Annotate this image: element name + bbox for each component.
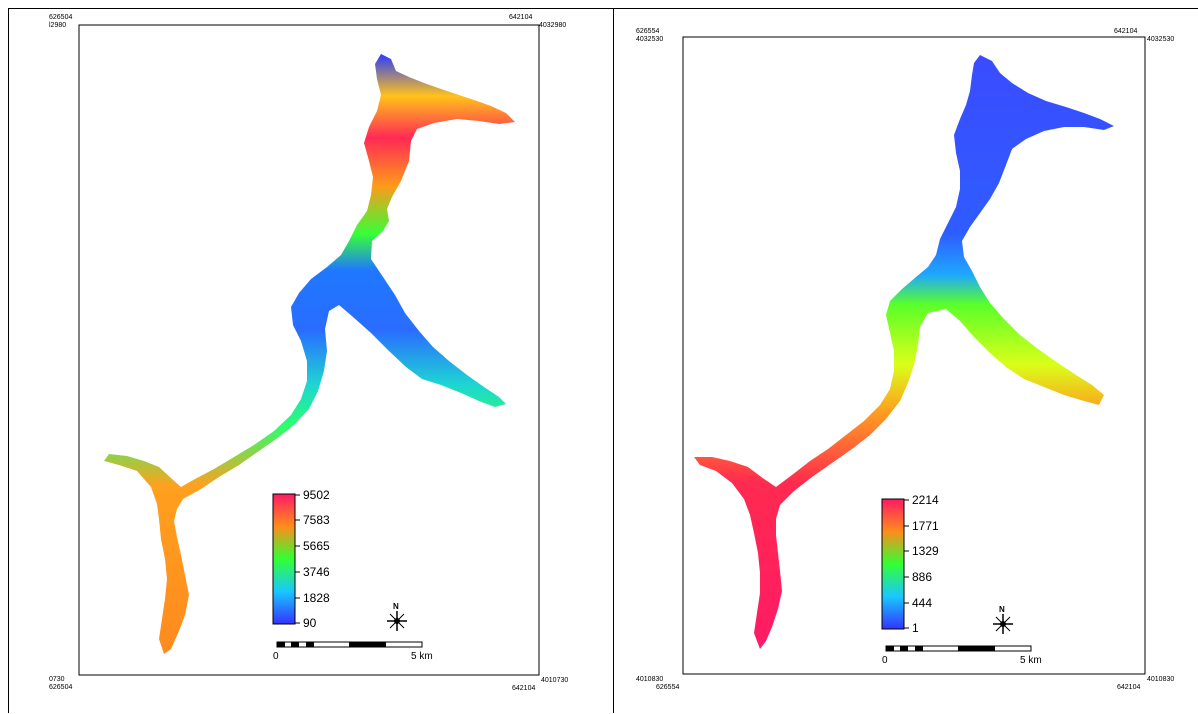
coord-top-right-y: 4032530	[1147, 36, 1174, 43]
legend-tick-label: 90	[303, 616, 317, 630]
legend-tick-label: 7583	[303, 513, 330, 527]
legend-tick-label: 1329	[912, 544, 939, 558]
north-label: N	[999, 605, 1005, 614]
reservoir-shape	[104, 54, 515, 654]
map-panel-right: 626554 4032530 642104 4032530 4010830 62…	[613, 8, 1198, 713]
coord-bottom-right-y: 4010830	[1147, 676, 1174, 683]
legend-tick-label: 886	[912, 570, 932, 584]
legend-ticks	[904, 499, 909, 629]
scale-bar	[885, 645, 1032, 652]
coord-bottom-left-y: 0730	[49, 676, 65, 683]
legend-tick-label: 1828	[303, 591, 330, 605]
map-canvas-right: 626554 4032530 642104 4032530 4010830 62…	[636, 28, 1174, 691]
legend-tick-label: 1	[912, 621, 919, 635]
coord-top-right-x: 642104	[509, 14, 532, 21]
legend-color-bar	[881, 498, 905, 630]
legend-tick-label: 5665	[303, 539, 330, 553]
legend-tick-label: 3746	[303, 565, 330, 579]
north-arrow-icon: N	[993, 605, 1013, 634]
scale-end-label: 5 km	[1020, 655, 1042, 666]
scale-end-label: 5 km	[411, 651, 433, 662]
map-canvas-left: 626504 l2980 642104 4032980 0730 626504 …	[49, 14, 568, 692]
legend-color-bar	[272, 493, 296, 625]
map-panel-left: 626504 l2980 642104 4032980 0730 626504 …	[8, 8, 613, 713]
map-frame	[682, 36, 1146, 675]
coord-top-right-y: 4032980	[539, 22, 566, 29]
coord-bottom-right-x: 642104	[512, 685, 535, 692]
scale-start-label: 0	[882, 655, 888, 666]
legend-tick-label: 1771	[912, 519, 939, 533]
coord-top-right-x: 642104	[1114, 28, 1137, 35]
legend-ticks	[295, 494, 300, 624]
coord-bottom-right-x: 642104	[1117, 684, 1140, 691]
coord-top-left-x: 626504	[49, 14, 72, 21]
legend-tick-label: 444	[912, 596, 932, 610]
coord-bottom-right-y: 4010730	[541, 677, 568, 684]
north-label: N	[393, 602, 399, 611]
coord-top-left-y: l2980	[49, 22, 66, 29]
reservoir-shape	[694, 55, 1114, 649]
map-frame	[78, 24, 540, 676]
coord-top-left-y: 4032530	[636, 36, 663, 43]
coord-bottom-left-y: 4010830	[636, 676, 663, 683]
legend-tick-label: 2214	[912, 493, 939, 507]
coord-bottom-left-x: 626554	[656, 684, 679, 691]
coord-bottom-left-x: 626504	[49, 684, 72, 691]
north-arrow-icon: N	[387, 602, 407, 631]
legend-tick-label: 9502	[303, 488, 330, 502]
scale-start-label: 0	[273, 651, 279, 662]
scale-bar	[276, 641, 423, 648]
coord-top-left-x: 626554	[636, 28, 659, 35]
